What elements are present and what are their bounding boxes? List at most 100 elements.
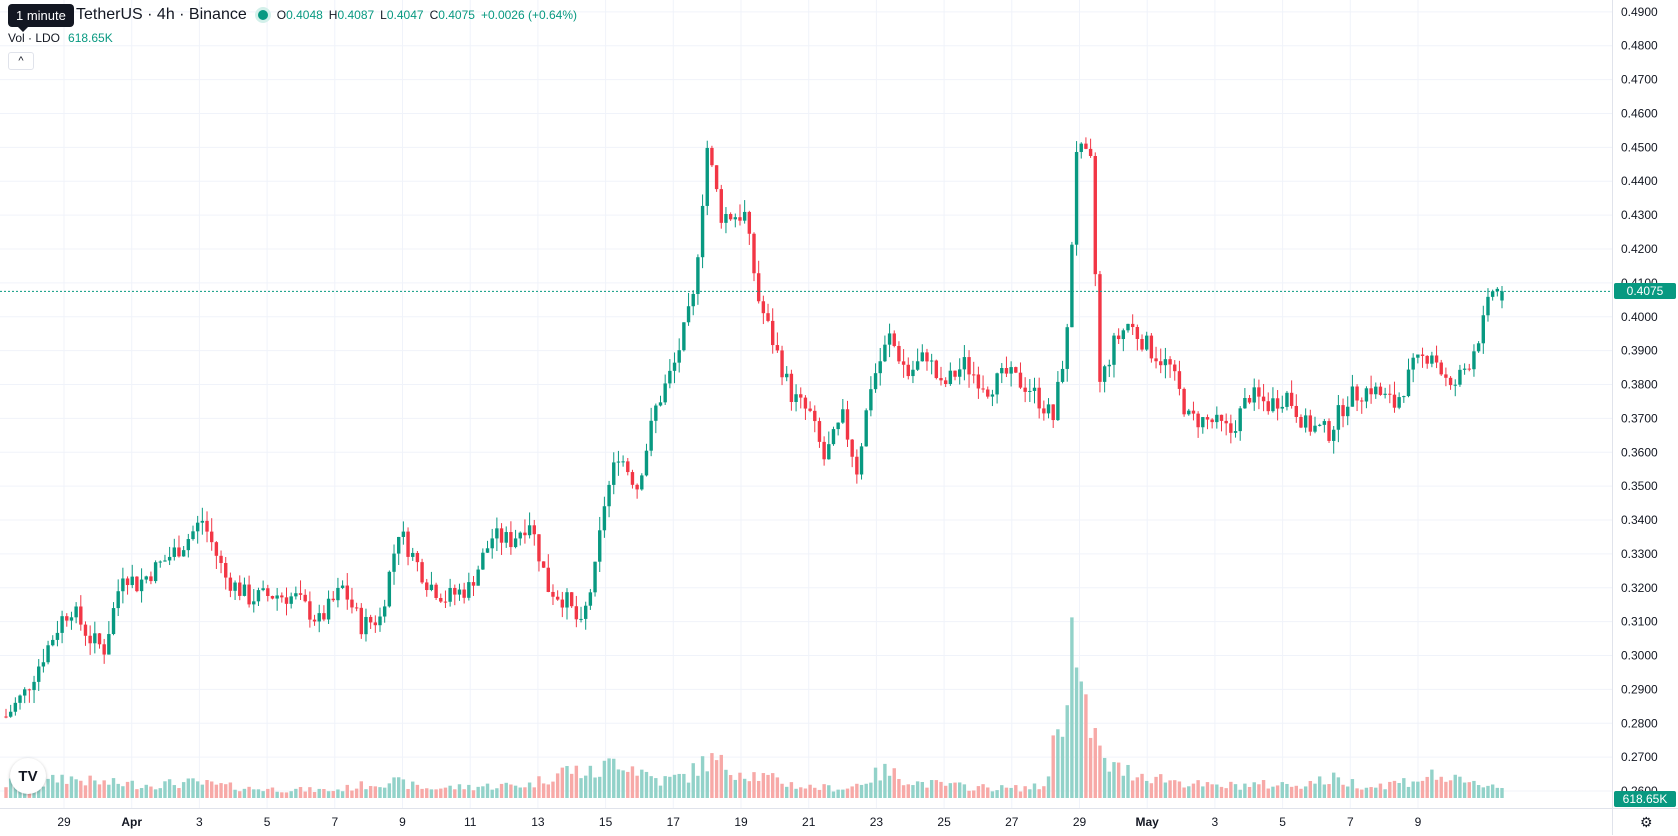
volume-bar: [1056, 729, 1060, 798]
volume-bar: [682, 773, 686, 798]
volume-bar: [55, 782, 60, 798]
time-tick-label: May: [1136, 815, 1160, 829]
volume-bar: [1406, 786, 1411, 798]
volume-bar: [1462, 782, 1467, 798]
volume-bar: [261, 791, 265, 798]
volume-bar: [102, 780, 106, 798]
volume-bar: [574, 765, 579, 798]
collapse-legend-button[interactable]: ^: [8, 52, 34, 70]
volume-bar: [1383, 789, 1387, 798]
candle-body: [612, 462, 616, 485]
volume-bar: [1299, 788, 1303, 798]
candle-body: [756, 273, 761, 302]
volume-bar: [541, 783, 546, 798]
volume-bar: [88, 775, 92, 798]
volume-bar: [532, 787, 536, 798]
candle-body: [1215, 414, 1219, 423]
candle-body: [1420, 354, 1425, 356]
volume-bar: [205, 780, 209, 798]
candle-body: [878, 361, 882, 374]
symbol-title[interactable]: TetherUS · 4h · Binance: [76, 6, 247, 23]
volume-bar: [939, 781, 943, 798]
legend-close-label: C: [429, 8, 439, 22]
candle-body: [429, 584, 434, 591]
price-tick-label: 0.2700: [1621, 750, 1658, 764]
candle-body: [275, 595, 279, 599]
candle-body: [1079, 143, 1083, 152]
price-axis[interactable]: 0.4900 0.4800 0.4700 0.4600 0.4500 0.4400 0.43…: [1612, 0, 1678, 808]
candle-body: [691, 294, 695, 307]
candle-body: [1397, 397, 1401, 408]
candle-body: [668, 370, 672, 384]
time-tick-label: 3: [1212, 815, 1219, 829]
tradingview-logo[interactable]: TV: [10, 758, 46, 794]
volume-bar: [368, 786, 373, 798]
time-axis[interactable]: 29 Apr 3 5 7 9 11 13 15 17 19 21 23 25 27 29 May 3 5 7 9: [0, 808, 1612, 835]
candle-body: [1317, 424, 1322, 426]
candle-body: [943, 380, 948, 384]
volume-bar: [1140, 773, 1144, 798]
price-tick-label: 0.3000: [1621, 649, 1658, 663]
volume-bar: [322, 789, 326, 798]
settings-gear-icon[interactable]: ⚙: [1640, 814, 1653, 830]
candle-body: [186, 539, 191, 551]
volume-bar: [1177, 781, 1182, 798]
candle-body: [906, 364, 910, 377]
volume-bar: [1289, 786, 1294, 798]
candle-body: [1374, 386, 1378, 395]
volume-bar: [83, 785, 88, 798]
candlestick-chart[interactable]: [0, 0, 1612, 808]
candle-body: [1093, 155, 1097, 275]
volume-bar: [887, 775, 892, 798]
candle-body: [976, 374, 981, 389]
volume-bar: [546, 784, 550, 798]
candle-body: [948, 370, 953, 384]
time-tick-label: 7: [331, 815, 338, 829]
volume-bar: [121, 786, 125, 798]
candle-body: [1495, 288, 1500, 292]
candle-body: [336, 587, 340, 601]
candle-body: [266, 588, 270, 597]
volume-bar: [990, 791, 995, 798]
volume-bar: [485, 783, 490, 798]
candle-body: [518, 532, 522, 539]
volume-bar: [233, 789, 237, 798]
volume-bar: [471, 790, 476, 798]
volume-bar: [972, 790, 976, 798]
volume-bar: [789, 782, 794, 798]
candle-body: [1350, 386, 1355, 407]
tradingview-logo-text: TV: [18, 767, 38, 785]
candle-body: [541, 561, 546, 568]
volume-bar: [1388, 781, 1392, 798]
time-tick-label: 11: [464, 815, 477, 829]
candle-body: [1313, 425, 1317, 432]
volume-bar: [1280, 782, 1284, 798]
candle-body: [892, 333, 896, 346]
candle-body: [789, 373, 794, 402]
volume-bar: [901, 785, 906, 798]
candle-body: [771, 320, 775, 346]
volume-bar: [958, 782, 962, 798]
time-tick-label: 27: [1005, 815, 1019, 829]
candle-body: [733, 217, 737, 220]
market-status-icon[interactable]: [254, 7, 271, 23]
candle-body: [607, 484, 611, 507]
candle-body: [406, 531, 410, 557]
candle-body: [934, 360, 939, 379]
candle-body: [1051, 404, 1055, 421]
candle-body: [724, 214, 728, 223]
candle-body: [584, 605, 588, 619]
candle-body: [850, 439, 854, 457]
volume-bar: [1060, 736, 1065, 798]
volume-bar: [420, 788, 424, 798]
volume-bar: [906, 784, 910, 798]
volume-bar: [1392, 780, 1397, 798]
volume-bar: [513, 785, 518, 798]
chart-pane[interactable]: [0, 0, 1612, 808]
candle-body: [139, 579, 144, 592]
volume-bar: [1224, 788, 1228, 798]
candle-body: [920, 352, 924, 362]
volume-bar: [65, 783, 69, 798]
volume-bar: [1014, 785, 1018, 798]
candle-body: [616, 461, 621, 463]
